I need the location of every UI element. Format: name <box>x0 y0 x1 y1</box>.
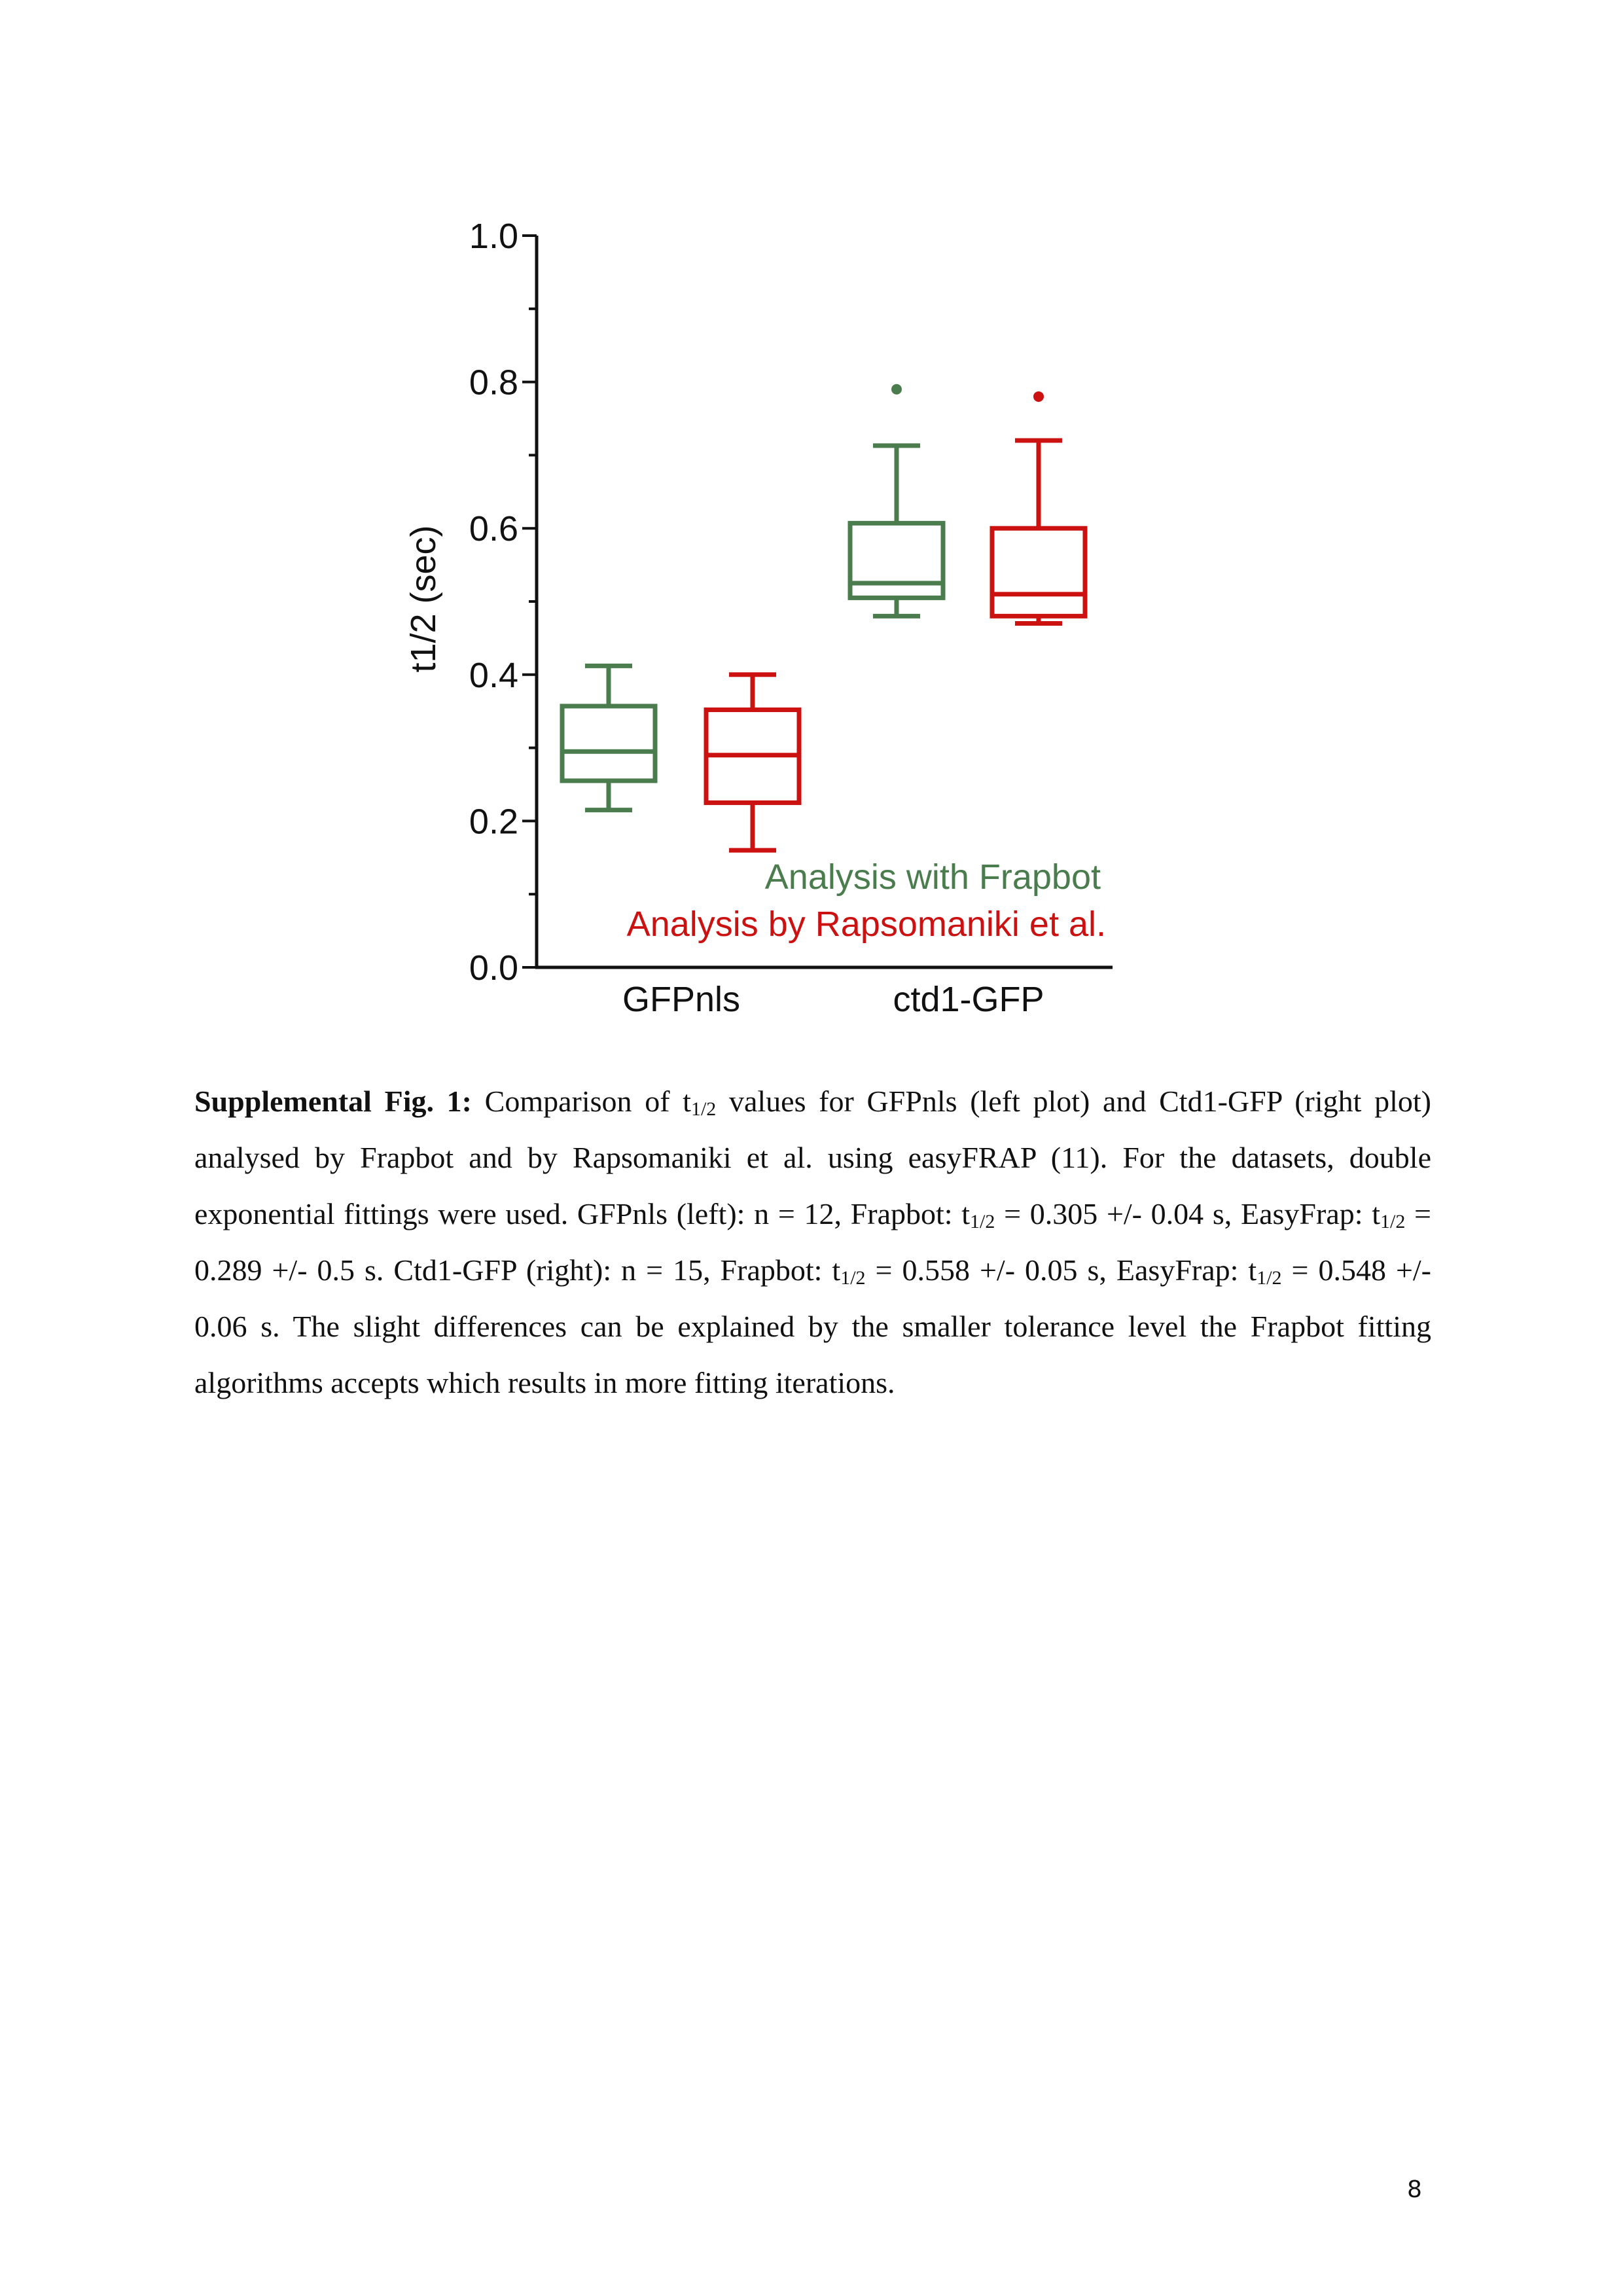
y-tick-label: 1.0 <box>469 217 518 256</box>
y-tick-label: 0.0 <box>469 948 518 988</box>
caption-text: = 0.305 +/- 0.04 s, EasyFrap: t <box>995 1197 1380 1230</box>
iqr-box <box>990 526 1088 619</box>
caption-text: = 0.548 +/- 0.06 s. The slight differenc… <box>194 1253 1431 1399</box>
caption-subscript: 1/2 <box>1380 1211 1406 1232</box>
x-category-label-ctd1-gfp: ctd1-GFP <box>893 980 1044 1019</box>
box-rapsomaniki-gfpnls <box>704 672 802 853</box>
caption-subscript: 1/2 <box>1257 1267 1282 1289</box>
box-frapbot-ctd1-gfp <box>847 384 946 619</box>
iqr-box <box>560 704 658 783</box>
box-series <box>560 384 1088 853</box>
caption-subscript: 1/2 <box>690 1098 717 1120</box>
caption-subscript: 1/2 <box>970 1211 995 1232</box>
y-tick-label: 0.4 <box>469 656 518 695</box>
box-plot-figure: 0.0 0.2 0.4 0.6 0.8 1.0 t1/2 (sec) GFPnls ctd… <box>404 217 1113 1019</box>
y-tick-label: 0.6 <box>469 509 518 548</box>
legend-frapbot: Analysis with Frapbot <box>765 857 1101 897</box>
caption-text: = 0.289 +/- 0.5 s. Ctd1-GFP (right): n =… <box>194 1197 1431 1287</box>
caption-text: values for GFPnls (left plot) and Ctd1-G… <box>194 1085 1431 1230</box>
outlier-point <box>891 384 902 395</box>
box-frapbot-gfpnls <box>560 663 658 813</box>
figure-caption: Supplemental Fig. 1: Comparison of t1/2 … <box>194 1073 1431 1411</box>
caption-text: = 0.558 +/- 0.05 s, EasyFrap: t <box>865 1253 1257 1287</box>
box-rapsomaniki-ctd1-gfp <box>990 391 1088 626</box>
iqr-box <box>847 520 946 600</box>
outlier-point <box>1033 391 1044 402</box>
x-category-label-gfpnls: GFPnls <box>622 980 740 1019</box>
caption-text: Comparison of t <box>471 1085 691 1118</box>
caption-lead: Supplemental Fig. 1: <box>194 1085 472 1118</box>
caption-subscript: 1/2 <box>840 1267 866 1289</box>
page-number: 8 <box>1407 2176 1422 2203</box>
y-tick-label: 0.8 <box>469 363 518 403</box>
legend-rapsomaniki: Analysis by Rapsomaniki et al. <box>627 905 1106 944</box>
y-ticks: 0.0 0.2 0.4 0.6 0.8 1.0 <box>469 217 537 988</box>
y-tick-label: 0.2 <box>469 802 518 841</box>
y-axis-label: t1/2 (sec) <box>404 525 443 672</box>
